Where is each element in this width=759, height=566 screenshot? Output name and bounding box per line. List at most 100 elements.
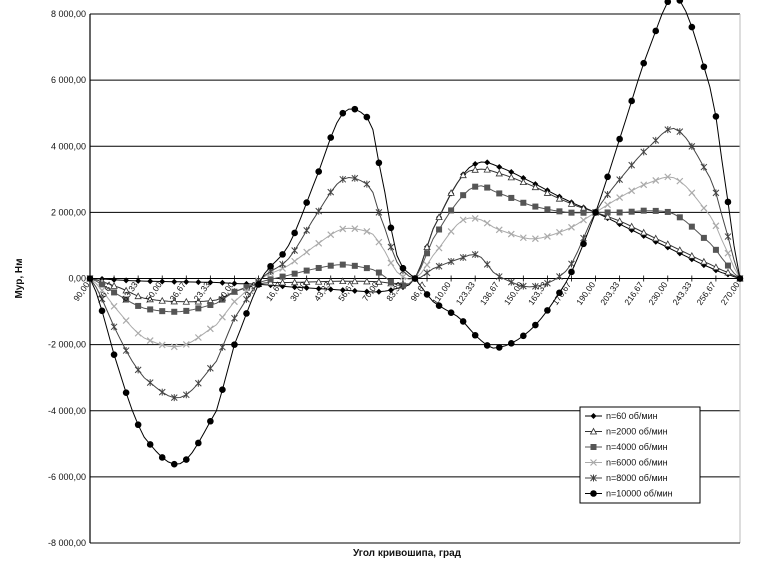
series-5-point <box>676 0 684 4</box>
series-5-point <box>158 454 166 461</box>
series-2-point <box>436 226 443 233</box>
series-1-point <box>302 278 311 285</box>
series-4-point <box>700 163 708 171</box>
series-1-point <box>652 234 660 242</box>
series-2-point <box>183 307 190 314</box>
series-2-point <box>664 208 671 215</box>
series-4-point <box>580 234 587 242</box>
series-0-point <box>147 278 154 285</box>
series-3-point <box>182 341 190 348</box>
series-0-point <box>327 286 334 293</box>
series-4-point <box>363 180 371 188</box>
series-5-point <box>724 198 732 206</box>
series-1-point <box>447 189 455 196</box>
series-5-point <box>98 307 106 315</box>
series-1-point <box>363 277 371 285</box>
series-2-point <box>424 250 431 257</box>
series-5-point <box>219 386 226 393</box>
legend-label-5: n=10000 об/мин <box>606 489 673 499</box>
series-2-point <box>508 194 515 201</box>
series-3-point <box>628 187 636 195</box>
series-0 <box>87 159 743 295</box>
series-3-point <box>206 325 214 333</box>
series-1-point <box>182 297 190 305</box>
series-4-point <box>568 260 575 268</box>
series-5-point <box>544 307 551 314</box>
series-0-point <box>315 285 322 292</box>
series-5-point <box>580 240 587 248</box>
series-1-point <box>423 243 431 250</box>
series-1-point <box>194 297 203 305</box>
series-line-0 <box>89 161 741 293</box>
series-1-point <box>555 194 564 202</box>
series-4-point <box>158 388 166 396</box>
y-tick-label-7: -6 000,00 <box>48 472 86 482</box>
series-1-point <box>327 277 335 285</box>
series-2-point <box>327 262 334 269</box>
series-0-point <box>231 280 238 287</box>
series-1-point <box>170 297 178 305</box>
series-1-point <box>290 278 299 286</box>
series-0-point <box>291 284 298 291</box>
series-1-point <box>471 165 479 173</box>
series-2-point <box>351 262 358 269</box>
series-3-point <box>134 329 142 337</box>
series-2-point <box>123 296 130 303</box>
series-5-point <box>122 389 130 396</box>
y-tick-labels: 8 000,00 6 000,00 4 000,00 2 000,00 0,00 -2 0… <box>48 9 86 548</box>
series-2-point <box>375 269 382 276</box>
series-1-point <box>567 200 576 207</box>
series-4-point <box>447 257 455 265</box>
series-5-point <box>387 224 395 232</box>
series-4-point <box>724 233 732 241</box>
series-4-point <box>664 126 672 134</box>
series-2-point <box>580 209 587 216</box>
series-4-point <box>435 262 443 270</box>
series-1-point <box>543 189 552 196</box>
series-3-point <box>580 216 587 224</box>
series-2-point <box>267 276 274 283</box>
series-layer <box>86 0 744 468</box>
series-3-point <box>218 313 226 321</box>
series-3-point <box>315 239 323 247</box>
series-3-point <box>543 233 551 240</box>
series-5-point <box>568 268 575 276</box>
series-2-point <box>556 208 563 215</box>
series-5-point <box>411 275 419 282</box>
series-5-point <box>291 229 298 237</box>
series-line-4 <box>89 127 741 399</box>
series-0-point <box>520 175 527 182</box>
x-tick-label-15: 110,00 <box>430 280 453 307</box>
series-4-point <box>219 343 226 351</box>
series-2-point <box>484 184 491 191</box>
series-3-point <box>507 230 515 238</box>
series-0-point <box>219 279 226 286</box>
series-1-point <box>627 222 636 230</box>
series-1-point <box>688 251 696 259</box>
series-3-point <box>110 302 118 310</box>
series-2-point <box>472 183 479 190</box>
y-tick-label-6: -4 000,00 <box>48 406 86 416</box>
series-5-point <box>700 63 708 71</box>
y-tick-label-5: -2 000,00 <box>48 340 86 350</box>
series-5-point <box>628 97 635 105</box>
series-5-point <box>483 342 491 349</box>
y-axis-title: Мур, Нм <box>14 258 25 298</box>
series-1-point <box>146 295 154 303</box>
series-2-point <box>99 281 106 288</box>
legend-label-3: n=6000 об/мин <box>606 458 668 468</box>
x-tick-label-26: 256,67 <box>694 280 717 307</box>
series-5-point <box>315 168 323 175</box>
series-2-point <box>315 264 322 271</box>
series-5-point <box>267 262 274 270</box>
series-1-point <box>351 277 359 285</box>
series-3-point <box>616 194 624 201</box>
legend-marker-2 <box>590 444 597 450</box>
y-tick-label-8: -8 000,00 <box>48 538 86 548</box>
series-0-point <box>363 288 370 295</box>
series-5-point <box>134 421 142 429</box>
series-1-point <box>122 286 130 294</box>
series-3-point <box>375 238 383 246</box>
series-5-point <box>640 59 648 67</box>
series-5-point <box>712 113 720 120</box>
